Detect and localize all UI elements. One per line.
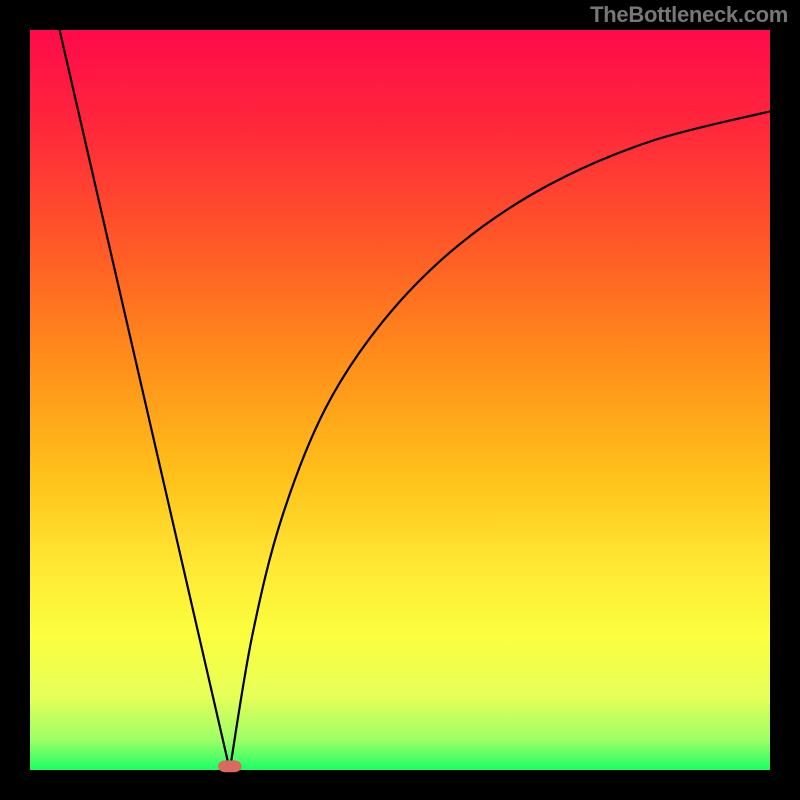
watermark-text: TheBottleneck.com [590, 2, 788, 28]
chart-container: TheBottleneck.com [0, 0, 800, 800]
vertex-marker [218, 760, 242, 772]
chart-svg [0, 0, 800, 800]
plot-background [30, 30, 770, 770]
